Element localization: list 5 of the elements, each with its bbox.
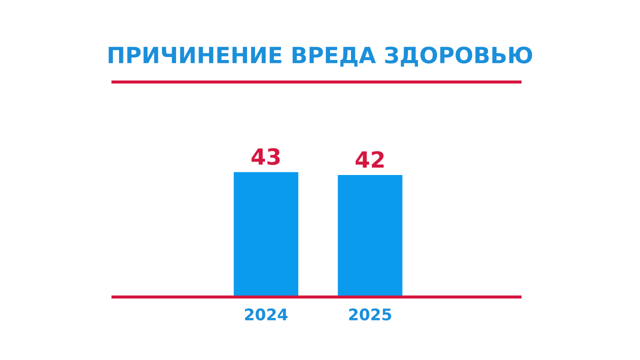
x-tick-label: 2025 xyxy=(349,308,392,320)
data-label: 43 xyxy=(252,148,280,165)
x-tick-label: 2024 xyxy=(245,308,288,320)
data-label: 42 xyxy=(356,151,384,168)
chart-title: ПРИЧИНЕНИЕ ВРЕДА ЗДОРОВЬЮ xyxy=(108,46,532,67)
